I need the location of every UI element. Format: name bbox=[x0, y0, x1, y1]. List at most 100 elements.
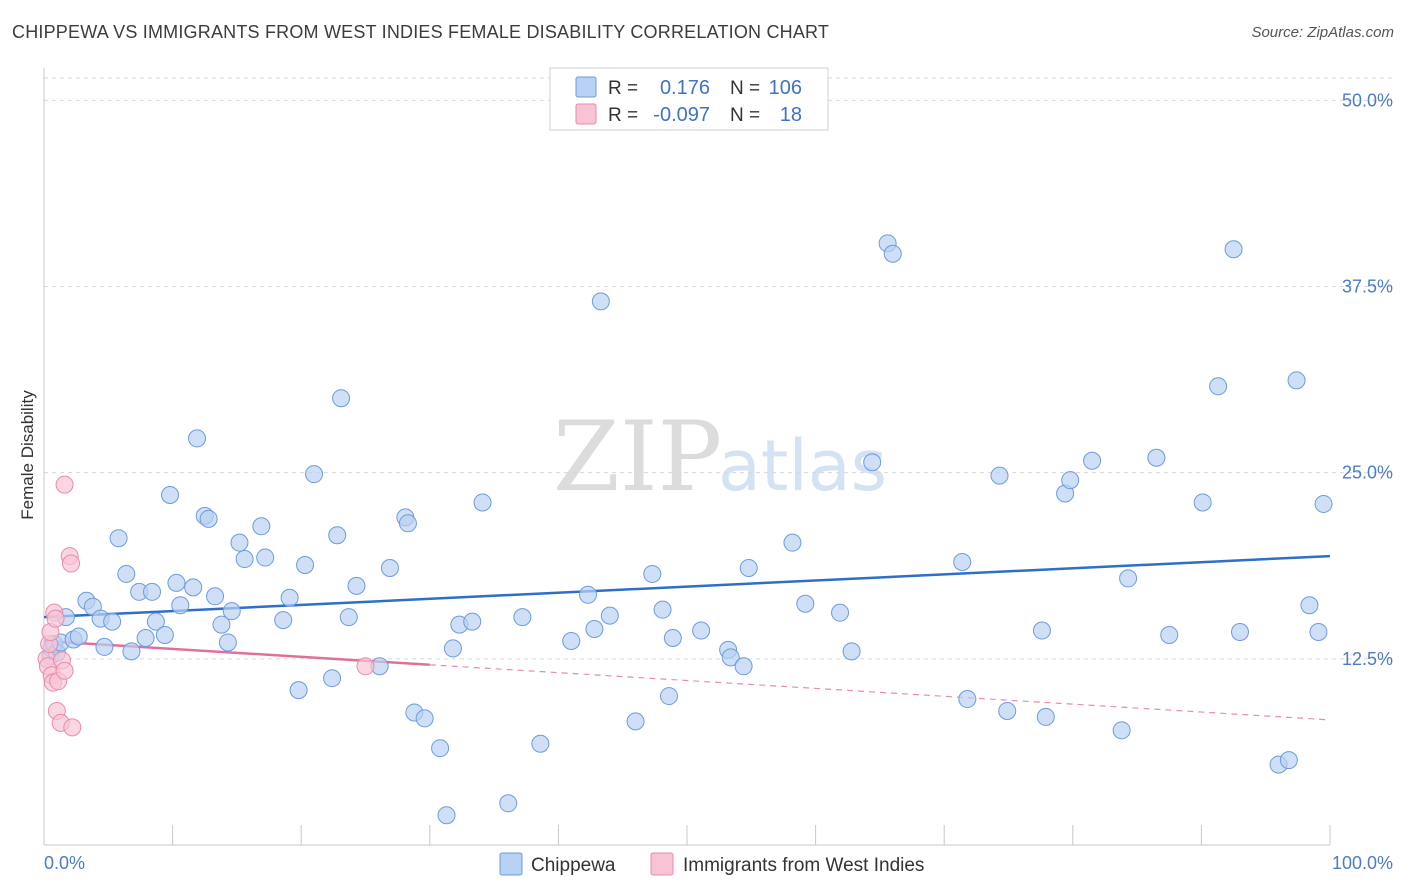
data-point-chippewa bbox=[1032, 621, 1051, 640]
data-point-chippewa bbox=[1061, 471, 1080, 490]
data-point-chippewa bbox=[230, 533, 249, 552]
data-point-chippewa bbox=[653, 600, 672, 619]
data-point-west-indies bbox=[46, 609, 65, 628]
series-legend: Chippewa Immigrants from West Indies bbox=[499, 852, 924, 876]
data-point-chippewa bbox=[437, 806, 456, 825]
data-point-chippewa bbox=[218, 633, 237, 652]
data-point-chippewa bbox=[531, 734, 550, 753]
data-point-chippewa bbox=[783, 533, 802, 552]
data-point-chippewa bbox=[883, 244, 902, 263]
data-point-chippewa bbox=[578, 585, 597, 604]
y-tick-label: 50.0% bbox=[1342, 90, 1393, 110]
data-point-chippewa bbox=[167, 573, 186, 592]
data-point-chippewa bbox=[289, 681, 308, 700]
legend-r-label-chippewa: R = bbox=[608, 78, 638, 99]
data-point-chippewa bbox=[280, 588, 299, 607]
data-point-chippewa bbox=[143, 582, 162, 601]
trend-lines bbox=[43, 554, 1331, 721]
y-tick-label: 37.5% bbox=[1342, 277, 1393, 297]
data-point-west-indies bbox=[63, 718, 82, 737]
data-point-chippewa bbox=[499, 794, 518, 813]
series-legend-label-chippewa: Chippewa bbox=[531, 855, 616, 876]
data-point-chippewa bbox=[339, 608, 358, 627]
data-point-chippewa bbox=[199, 509, 218, 528]
data-point-chippewa bbox=[443, 639, 462, 658]
data-point-chippewa bbox=[109, 529, 128, 548]
data-point-chippewa bbox=[380, 558, 399, 577]
legend-n-label-west-indies: N = bbox=[730, 105, 760, 126]
data-point-chippewa bbox=[347, 576, 366, 595]
data-point-chippewa bbox=[332, 389, 351, 408]
data-point-chippewa bbox=[1036, 707, 1055, 726]
data-point-chippewa bbox=[431, 739, 450, 758]
data-point-west-indies bbox=[55, 661, 74, 680]
data-point-chippewa bbox=[1314, 494, 1333, 513]
data-point-chippewa bbox=[256, 548, 275, 567]
data-point-chippewa bbox=[1083, 451, 1102, 470]
chart-title: CHIPPEWA VS IMMIGRANTS FROM WEST INDIES … bbox=[12, 22, 830, 42]
tick-labels: 12.5% 25.0% 37.5% 50.0% 0.0% 100.0% bbox=[44, 90, 1393, 873]
data-point-chippewa bbox=[998, 701, 1017, 720]
legend-n-label-chippewa: N = bbox=[730, 78, 760, 99]
legend-r-label-west-indies: R = bbox=[608, 105, 638, 126]
legend-n-value-west-indies: 18 bbox=[780, 104, 802, 126]
data-point-chippewa bbox=[103, 612, 122, 631]
data-point-chippewa bbox=[1224, 240, 1243, 259]
data-point-west-indies bbox=[55, 475, 74, 494]
data-point-west-indies bbox=[62, 554, 81, 573]
data-point-west-indies bbox=[356, 657, 375, 676]
legend-r-value-west-indies: -0.097 bbox=[653, 104, 710, 126]
data-point-chippewa bbox=[1287, 371, 1306, 390]
data-point-chippewa bbox=[171, 596, 190, 615]
data-point-chippewa bbox=[842, 642, 861, 661]
data-point-chippewa bbox=[1193, 493, 1212, 512]
data-point-chippewa bbox=[1112, 721, 1131, 740]
data-point-chippewa bbox=[953, 553, 972, 572]
watermark-atlas: atlas bbox=[718, 425, 887, 507]
data-point-chippewa bbox=[296, 556, 315, 575]
data-point-chippewa bbox=[1230, 623, 1249, 642]
watermark: ZIP atlas bbox=[553, 401, 887, 513]
data-point-chippewa bbox=[122, 642, 141, 661]
data-point-chippewa bbox=[1209, 377, 1228, 396]
data-point-chippewa bbox=[1119, 569, 1138, 588]
data-point-chippewa bbox=[626, 712, 645, 731]
series-legend-swatch-west-indies bbox=[650, 852, 674, 876]
data-point-chippewa bbox=[155, 626, 174, 645]
data-point-chippewa bbox=[600, 606, 619, 625]
x-tick-label: 0.0% bbox=[44, 853, 85, 873]
legend-r-value-chippewa: 0.176 bbox=[660, 77, 710, 99]
watermark-zip: ZIP bbox=[553, 401, 722, 513]
data-point-chippewa bbox=[659, 687, 678, 706]
trend-line-west-indies-extension bbox=[429, 664, 1331, 721]
data-point-chippewa bbox=[473, 493, 492, 512]
axes bbox=[43, 68, 1331, 846]
y-tick-label: 25.0% bbox=[1342, 463, 1393, 483]
data-point-chippewa bbox=[252, 517, 271, 536]
data-points bbox=[37, 234, 1333, 825]
data-point-chippewa bbox=[212, 615, 231, 634]
x-tick-label: 100.0% bbox=[1332, 853, 1393, 873]
data-point-chippewa bbox=[398, 514, 417, 533]
data-point-chippewa bbox=[117, 564, 136, 583]
y-tick-label: 12.5% bbox=[1342, 649, 1393, 669]
data-point-chippewa bbox=[328, 526, 347, 545]
data-point-chippewa bbox=[1309, 623, 1328, 642]
data-point-chippewa bbox=[161, 486, 180, 505]
data-point-chippewa bbox=[721, 648, 740, 667]
data-point-chippewa bbox=[206, 587, 225, 606]
data-point-chippewa bbox=[734, 657, 753, 676]
series-legend-swatch-chippewa bbox=[499, 852, 523, 876]
series-legend-label-west-indies: Immigrants from West Indies bbox=[683, 855, 924, 876]
data-point-chippewa bbox=[222, 602, 241, 621]
data-point-chippewa bbox=[305, 465, 324, 484]
data-point-chippewa bbox=[739, 558, 758, 577]
data-point-chippewa bbox=[323, 669, 342, 688]
data-point-chippewa bbox=[415, 709, 434, 728]
data-point-chippewa bbox=[585, 620, 604, 639]
data-point-chippewa bbox=[1300, 596, 1319, 615]
trend-line-chippewa bbox=[43, 554, 1331, 619]
data-point-chippewa bbox=[69, 627, 88, 646]
data-point-chippewa bbox=[95, 637, 114, 656]
